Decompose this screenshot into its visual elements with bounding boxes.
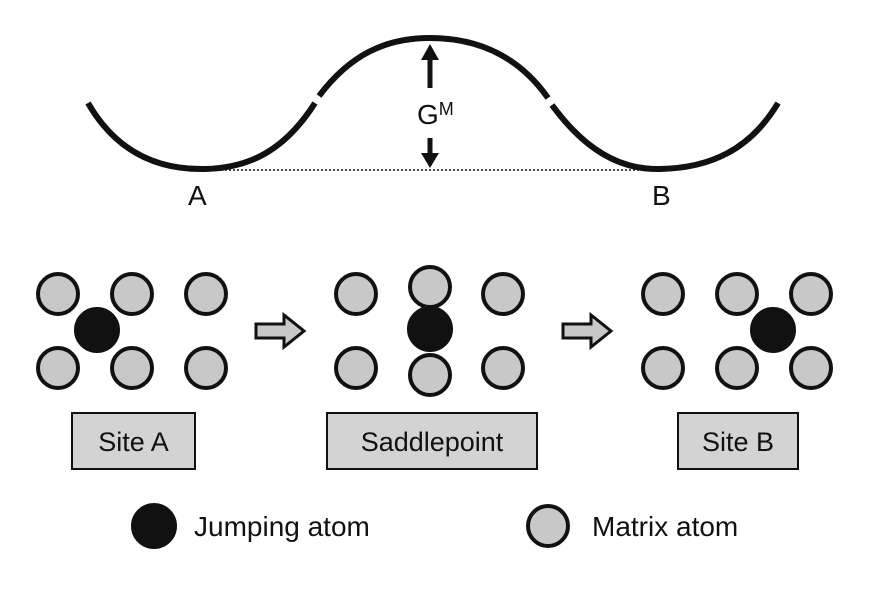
matrix-atom [334, 346, 378, 390]
matrix-atom [481, 272, 525, 316]
up-arrow-head [421, 44, 439, 60]
matrix-atom [36, 346, 80, 390]
hollow-arrow-1 [254, 311, 307, 351]
stage-site-a [36, 272, 228, 390]
curve-barrier [316, 34, 551, 100]
legend-jumping-label: Jumping atom [194, 511, 370, 542]
stage-site-b [641, 272, 833, 390]
down-arrow-head [421, 153, 439, 168]
matrix-atom [408, 353, 452, 397]
matrix-atom [36, 272, 80, 316]
legend: Jumping atom Matrix atom [131, 503, 738, 549]
site-b-box [677, 412, 799, 470]
matrix-atom [184, 346, 228, 390]
stage-label-boxes: Site A Saddlepoint Site B [71, 412, 799, 470]
matrix-atom [481, 346, 525, 390]
label-b: B [652, 180, 671, 211]
jumping-atom [407, 306, 453, 352]
matrix-atom [641, 272, 685, 316]
matrix-atom [789, 346, 833, 390]
barrier-label-main: G [417, 99, 439, 130]
stage-saddlepoint [334, 265, 525, 397]
legend-matrix-label: Matrix atom [592, 511, 738, 542]
matrix-atom [110, 346, 154, 390]
matrix-atom [789, 272, 833, 316]
site-b-label: Site B [702, 427, 774, 457]
site-a-label: Site A [98, 427, 169, 457]
jumping-atom [750, 307, 796, 353]
saddlepoint-box [326, 412, 538, 470]
hollow-arrow-2 [561, 311, 614, 351]
legend-jumping-icon [131, 503, 177, 549]
matrix-atom [184, 272, 228, 316]
matrix-atom [641, 346, 685, 390]
curve-left-well [85, 101, 318, 173]
barrier-label-sup: M [439, 99, 454, 119]
matrix-atom [110, 272, 154, 316]
curve-right-well [549, 101, 781, 173]
matrix-atom [715, 346, 759, 390]
site-a-box [71, 412, 196, 470]
matrix-atom [408, 265, 452, 309]
legend-matrix-icon [526, 504, 570, 548]
matrix-atom [715, 272, 759, 316]
label-a: A [188, 180, 207, 211]
matrix-atom [334, 272, 378, 316]
saddlepoint-label: Saddlepoint [361, 427, 504, 457]
barrier-arrows [421, 44, 439, 168]
energy-profile [85, 34, 781, 173]
barrier-label: GM [417, 99, 454, 130]
jumping-atom [74, 307, 120, 353]
